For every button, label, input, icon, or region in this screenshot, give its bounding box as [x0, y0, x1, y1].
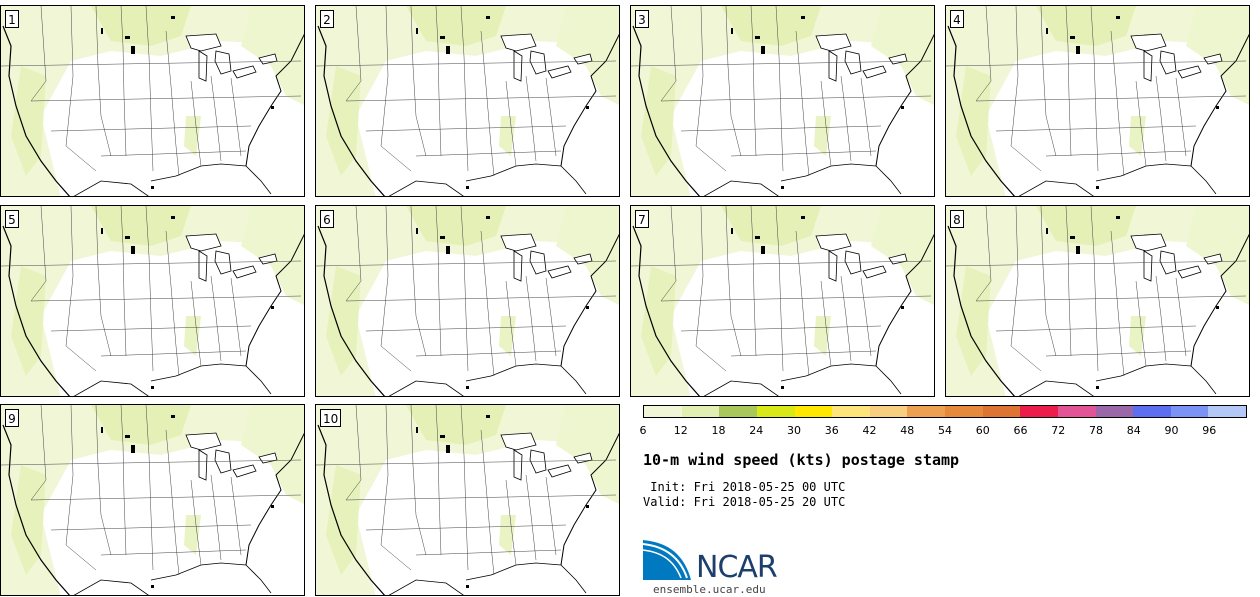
- member-label: 5: [5, 210, 19, 228]
- init-time: Init: Fri 2018-05-25 00 UTC: [643, 480, 846, 494]
- member-panel-7: 7: [630, 205, 935, 397]
- colorbar-tick-6: 6: [639, 424, 647, 437]
- colorbar-tick-48: 48: [900, 424, 915, 437]
- us-map: [316, 6, 619, 196]
- colorbar-segment-9: [982, 406, 1021, 417]
- colorbar-tick-84: 84: [1126, 424, 1141, 437]
- colorbar-tick-96: 96: [1202, 424, 1217, 437]
- colorbar-tick-30: 30: [787, 424, 801, 437]
- member-label: 7: [635, 210, 649, 228]
- member-label: 1: [5, 10, 19, 28]
- colorbar-tick-78: 78: [1089, 424, 1103, 437]
- us-map: [1, 405, 304, 595]
- member-label: 3: [635, 10, 649, 28]
- colorbar-segment-15: [1208, 406, 1246, 417]
- member-label: 10: [320, 409, 342, 427]
- us-map: [631, 6, 934, 196]
- colorbar-segment-5: [832, 406, 870, 417]
- colorbar-segment-11: [1057, 406, 1096, 417]
- colorbar-segment-8: [945, 406, 983, 417]
- us-map: [946, 206, 1249, 396]
- colorbar-segment-3: [756, 406, 795, 417]
- colorbar-segment-10: [1020, 406, 1058, 417]
- colorbar-segment-6: [869, 406, 908, 417]
- valid-time: Valid: Fri 2018-05-25 20 UTC: [643, 495, 846, 509]
- us-map: [946, 6, 1249, 196]
- colorbar-tick-72: 72: [1051, 424, 1066, 437]
- member-panel-2: 2: [315, 5, 620, 197]
- us-map: [316, 405, 619, 595]
- member-panel-5: 5: [0, 205, 305, 397]
- member-panel-8: 8: [945, 205, 1250, 397]
- member-panel-10: 10: [315, 404, 620, 596]
- member-panel-3: 3: [630, 5, 935, 197]
- ncar-logo-icon: [643, 540, 691, 580]
- member-label: 2: [320, 10, 334, 28]
- us-map: [316, 206, 619, 396]
- member-panel-1: 1: [0, 5, 305, 197]
- us-map: [631, 206, 934, 396]
- us-map: [1, 6, 304, 196]
- member-label: 4: [950, 10, 964, 28]
- colorbar-segment-2: [719, 406, 757, 417]
- colorbar-segment-7: [907, 406, 945, 417]
- colorbar-tick-54: 54: [938, 424, 952, 437]
- ncar-logo-text: NCAR: [696, 550, 778, 585]
- colorbar-segment-12: [1095, 406, 1134, 417]
- colorbar-tick-42: 42: [862, 424, 877, 437]
- colorbar-segment-1: [681, 406, 720, 417]
- member-panel-6: 6: [315, 205, 620, 397]
- colorbar-tick-12: 12: [673, 424, 688, 437]
- colorbar-segment-14: [1170, 406, 1209, 417]
- colorbar-tick-60: 60: [975, 424, 990, 437]
- colorbar-tick-18: 18: [711, 424, 726, 437]
- colorbar: [643, 405, 1247, 418]
- member-panel-4: 4: [945, 5, 1250, 197]
- member-label: 8: [950, 210, 964, 228]
- colorbar-segment-13: [1133, 406, 1171, 417]
- member-panel-9: 9: [0, 404, 305, 596]
- member-label: 9: [5, 409, 19, 427]
- colorbar-tick-66: 66: [1013, 424, 1028, 437]
- site-url: ensemble.ucar.edu: [653, 583, 766, 596]
- product-title: 10-m wind speed (kts) postage stamp: [643, 451, 960, 469]
- colorbar-tick-24: 24: [749, 424, 764, 437]
- colorbar-segment-0: [644, 406, 682, 417]
- colorbar-tick-36: 36: [824, 424, 839, 437]
- us-map: [1, 206, 304, 396]
- colorbar-segment-4: [794, 406, 833, 417]
- colorbar-tick-90: 90: [1164, 424, 1179, 437]
- member-label: 6: [320, 210, 334, 228]
